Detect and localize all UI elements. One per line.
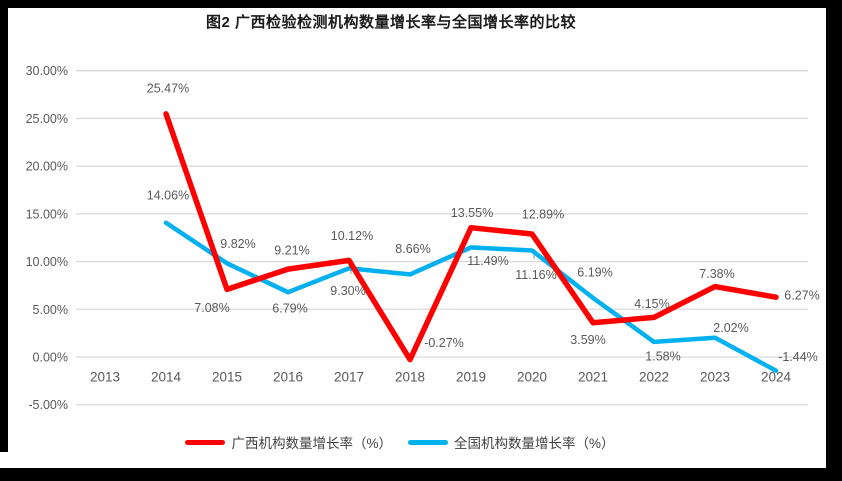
legend-item-national: 全国机构数量增长率（%） bbox=[408, 432, 615, 452]
data-label-national: 6.19% bbox=[577, 265, 612, 279]
data-label-guangxi: 25.47% bbox=[147, 81, 189, 95]
legend-line-swatch-guangxi bbox=[185, 439, 226, 445]
data-label-national: 8.66% bbox=[395, 242, 430, 256]
data-label-national: 11.16% bbox=[515, 268, 556, 282]
legend-label-national: 全国机构数量增长率（%） bbox=[454, 436, 615, 451]
data-label-guangxi: 7.38% bbox=[699, 267, 734, 281]
data-label-guangxi: 10.12% bbox=[331, 229, 373, 243]
image-border-bottom bbox=[0, 468, 842, 481]
x-axis-tick-label: 2019 bbox=[456, 370, 486, 385]
y-axis-tick-label: 20.00% bbox=[26, 160, 68, 174]
data-label-national: 14.06% bbox=[147, 188, 189, 202]
data-label-guangxi: 13.55% bbox=[451, 206, 493, 220]
data-label-national: 11.49% bbox=[467, 254, 508, 268]
y-axis-tick-label: 5.00% bbox=[33, 303, 68, 317]
data-label-guangxi: 6.27% bbox=[784, 289, 819, 303]
x-axis-tick-label: 2016 bbox=[273, 370, 303, 385]
x-axis-tick-label: 2022 bbox=[639, 370, 669, 385]
data-label-guangxi: 4.15% bbox=[634, 297, 669, 311]
y-axis-labels-group: 30.00% 25.00% 20.00% 15.00% 10.00% 5.00% 0.00%… bbox=[26, 64, 68, 412]
x-axis-tick-label: 2021 bbox=[578, 370, 608, 385]
y-axis-tick-label: 0.00% bbox=[33, 351, 68, 365]
x-axis-labels-group: 2013 2014 2015 2016 2017 2018 2019 2020 2021 2022… bbox=[90, 370, 792, 385]
data-label-national: 2.02% bbox=[713, 321, 748, 335]
data-label-national: 6.79% bbox=[272, 302, 307, 316]
x-axis-tick-label: 2014 bbox=[151, 370, 182, 385]
data-label-guangxi: 9.21% bbox=[274, 244, 309, 258]
x-axis-tick-label: 2024 bbox=[761, 370, 792, 385]
y-axis-tick-label: -5.00% bbox=[28, 398, 68, 412]
data-label-guangxi: 3.59% bbox=[570, 333, 605, 347]
x-axis-tick-label: 2017 bbox=[334, 370, 364, 385]
series-line-national bbox=[163, 220, 779, 373]
data-label-guangxi: -0.27% bbox=[424, 336, 464, 350]
data-labels-group: 25.47% 7.08% 9.21% 10.12% -0.27% 13.55% 12.89%… bbox=[147, 81, 820, 364]
data-label-national: 1.58% bbox=[645, 349, 680, 363]
x-axis-tick-label: 2023 bbox=[700, 370, 730, 385]
data-label-national: 9.82% bbox=[220, 237, 255, 251]
y-axis-tick-label: 10.00% bbox=[26, 255, 68, 269]
series-lines-group bbox=[163, 111, 779, 373]
x-axis-tick-label: 2013 bbox=[90, 370, 120, 385]
data-label-national: -1.44% bbox=[778, 350, 818, 364]
legend-label-guangxi: 广西机构数量增长率（%） bbox=[231, 436, 392, 451]
series-line-guangxi bbox=[163, 111, 779, 363]
legend-line-swatch-national bbox=[408, 439, 448, 445]
image-border-right bbox=[826, 0, 842, 481]
data-label-guangxi: 7.08% bbox=[194, 301, 229, 315]
data-label-national: 9.30% bbox=[330, 284, 365, 298]
legend-item-guangxi: 广西机构数量增长率（%） bbox=[185, 432, 392, 452]
y-axis-tick-label: 30.00% bbox=[26, 64, 68, 78]
image-border-top bbox=[0, 0, 842, 8]
y-axis-tick-label: 15.00% bbox=[26, 207, 68, 221]
x-axis-tick-label: 2015 bbox=[212, 370, 242, 385]
data-label-guangxi: 12.89% bbox=[522, 207, 564, 221]
image-border-left bbox=[0, 0, 8, 452]
chart-legend: 广西机构数量增长率（%） 全国机构数量增长率（%） bbox=[0, 431, 800, 453]
x-axis-tick-label: 2020 bbox=[517, 370, 547, 385]
y-axis-tick-label: 25.00% bbox=[26, 112, 68, 126]
chart-title: 图2 广西检验检测机构数量增长率与全国增长率的比较 bbox=[205, 14, 576, 31]
x-axis-tick-label: 2018 bbox=[395, 370, 425, 385]
